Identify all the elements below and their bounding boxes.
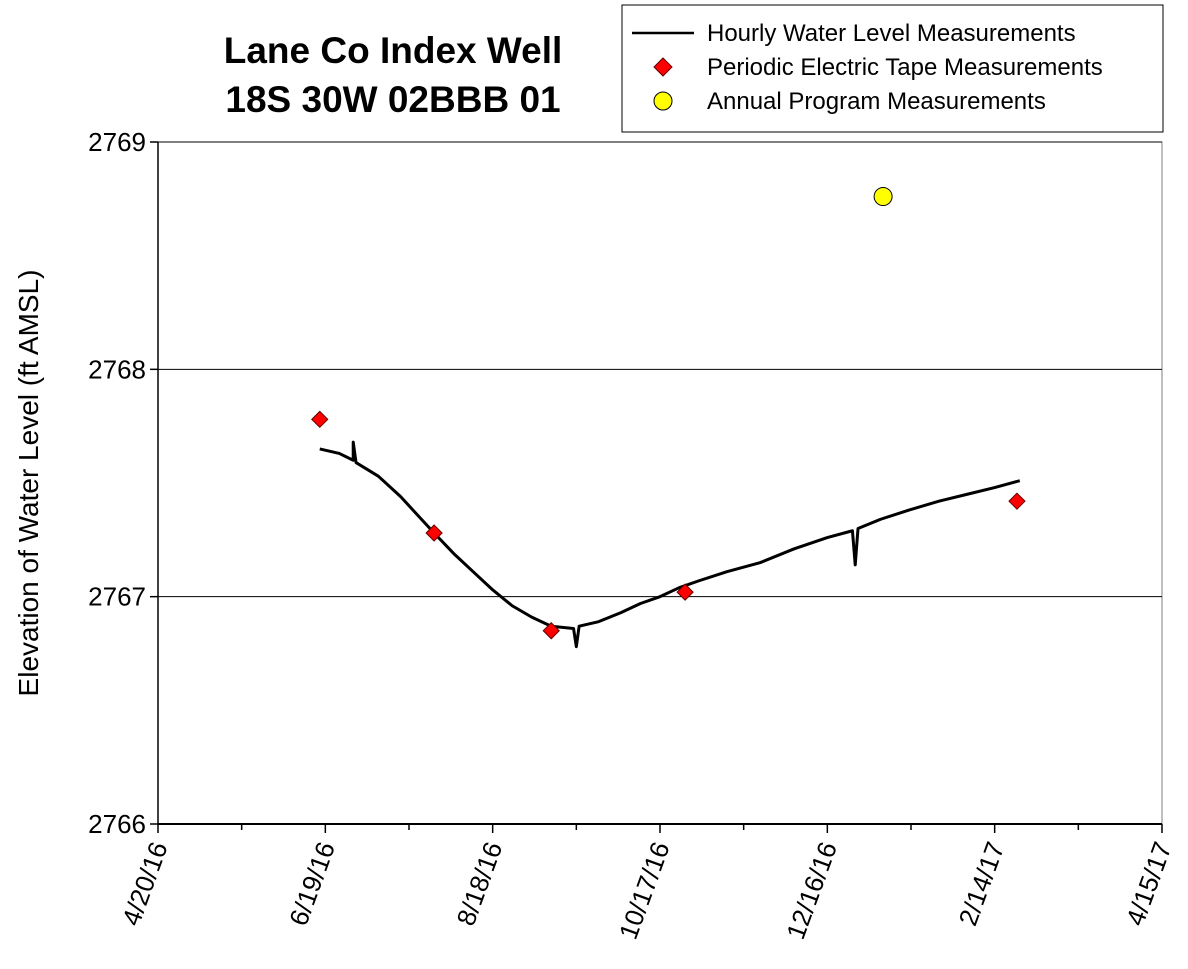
legend-box	[621, 4, 1164, 133]
y-tick-label: 2766	[88, 809, 146, 839]
annual-measurement	[873, 187, 893, 207]
legend-circle	[653, 91, 673, 111]
x-tick-label: 6/19/16	[283, 838, 341, 930]
x-tick-label: 4/20/16	[116, 838, 174, 930]
tape-measurement	[542, 622, 560, 640]
chart-title: Lane Co Index Well	[224, 30, 563, 71]
x-tick-label: 2/14/17	[952, 838, 1010, 930]
legend-diamond	[653, 57, 673, 77]
x-tick-label: 8/18/16	[450, 838, 508, 930]
legend-label: Periodic Electric Tape Measurements	[707, 54, 1103, 81]
x-tick-label: 12/16/16	[780, 838, 843, 943]
x-tick-label: 10/17/16	[613, 838, 676, 943]
tape-measurement	[1008, 492, 1026, 510]
tape-measurement	[425, 524, 443, 542]
tape-measurement	[676, 583, 694, 601]
legend-label: Hourly Water Level Measurements	[707, 20, 1076, 47]
tape-measurement	[311, 410, 329, 429]
x-tick-label: 4/15/17	[1120, 838, 1178, 930]
y-tick-label: 2768	[88, 354, 146, 384]
legend-label: Annual Program Measurements	[707, 88, 1046, 115]
y-tick-label: 2769	[88, 127, 146, 157]
y-axis-label: Elevation of Water Level (ft AMSL)	[13, 270, 44, 697]
chart-title: 18S 30W 02BBB 01	[225, 79, 560, 120]
water-level-line	[319, 440, 1021, 649]
y-tick-label: 2767	[88, 582, 146, 612]
